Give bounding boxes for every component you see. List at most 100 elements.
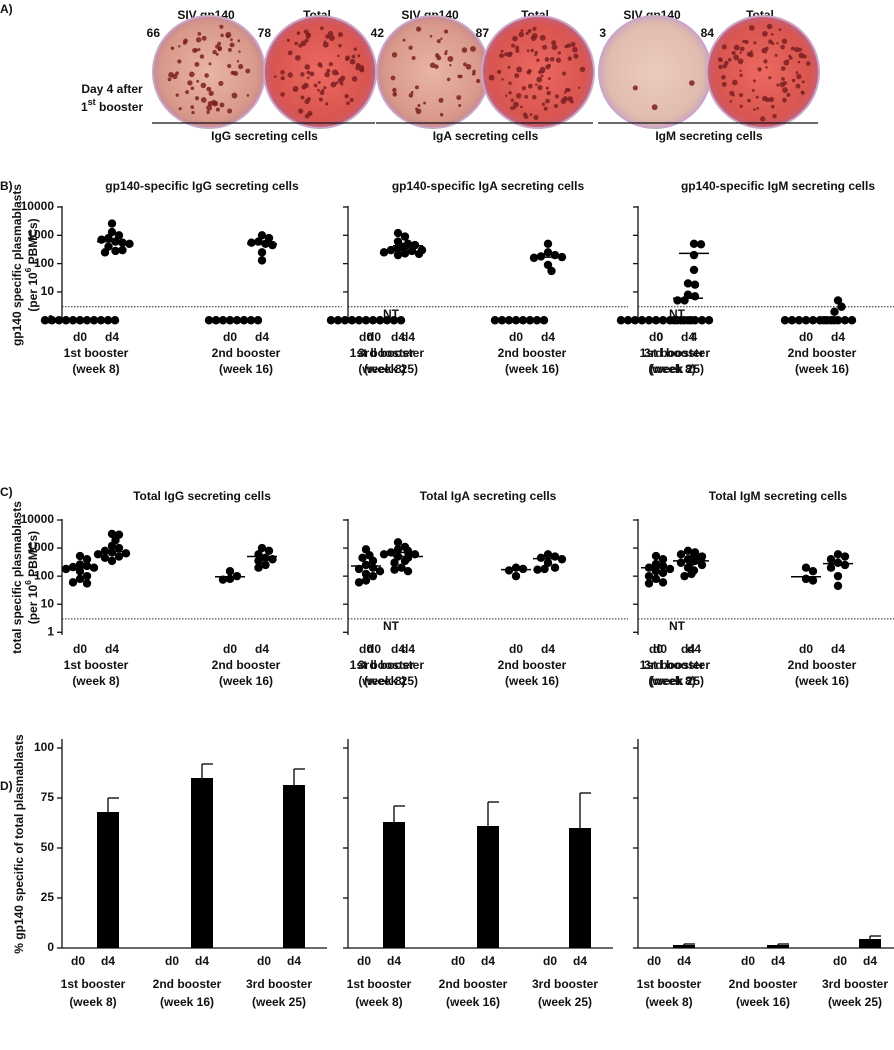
- spot: [795, 83, 801, 89]
- y-axis-label: gp140 specific plasmablasts: [10, 184, 24, 346]
- group-label: 3rd booster: [246, 977, 312, 991]
- data-point: [690, 292, 700, 301]
- data-point: [379, 248, 389, 257]
- spot: [429, 62, 436, 69]
- y-tick-label: 10000: [21, 512, 55, 526]
- spot: [292, 88, 296, 92]
- data-point: [833, 296, 843, 305]
- data-point: [82, 579, 92, 588]
- x-tick-label: d0: [257, 954, 271, 968]
- spot: [185, 90, 189, 94]
- spot: [408, 45, 413, 50]
- data-point: [539, 316, 549, 325]
- data-point: [396, 316, 406, 325]
- x-tick-label: d0: [367, 330, 381, 344]
- spot: [439, 113, 444, 117]
- data-point: [665, 564, 675, 574]
- group-note: (week 16): [446, 995, 500, 1009]
- data-point: [361, 569, 371, 579]
- x-tick-label: d4: [255, 330, 269, 344]
- chart-title: Total IgA secreting cells: [420, 489, 557, 503]
- x-tick-label: d0: [359, 642, 373, 656]
- data-point: [257, 248, 267, 257]
- x-tick-label: d4: [541, 642, 555, 656]
- spot: [542, 44, 548, 50]
- spot: [738, 92, 744, 98]
- data-point: [833, 581, 843, 591]
- spot: [227, 108, 233, 114]
- well: [706, 15, 820, 129]
- group-label: 1st booster: [350, 346, 415, 360]
- spot: [206, 104, 213, 111]
- group-note: (week 25): [538, 995, 592, 1009]
- spot: [178, 45, 181, 48]
- spot: [499, 53, 504, 59]
- spot: [536, 58, 540, 62]
- data-point: [690, 280, 700, 289]
- x-tick-label: d4: [401, 330, 415, 344]
- spot: [390, 75, 396, 81]
- data-point: [264, 546, 274, 555]
- spot: [191, 110, 195, 115]
- spot: [797, 60, 801, 64]
- spot: [551, 40, 557, 46]
- data-point: [397, 563, 406, 572]
- chart-title: gp140-specific IgG secreting cells: [105, 179, 299, 193]
- spot-count: 78: [258, 26, 272, 40]
- panel-label: D): [0, 779, 13, 793]
- data-point: [254, 556, 263, 566]
- spot: [470, 46, 476, 52]
- data-point: [218, 575, 228, 584]
- spot: [514, 73, 520, 79]
- y-tick-label: 10: [41, 284, 55, 298]
- spot: [231, 92, 238, 99]
- spot: [765, 97, 770, 103]
- data-point: [697, 316, 707, 325]
- spot: [323, 86, 327, 90]
- data-point: [833, 550, 843, 559]
- spot: [225, 31, 232, 38]
- group-note: (week 8): [72, 674, 119, 688]
- x-tick-label: d0: [73, 330, 87, 344]
- spot: [237, 39, 241, 43]
- y-tick-label: 25: [41, 890, 55, 904]
- spot: [790, 46, 795, 51]
- data-point: [680, 571, 689, 581]
- data-point: [400, 556, 410, 566]
- well-plate: [376, 15, 490, 129]
- bar: [283, 785, 305, 948]
- error-bar: [293, 768, 305, 785]
- spot: [349, 58, 356, 65]
- x-tick-label: d0: [741, 954, 755, 968]
- data-point: [118, 245, 127, 255]
- data-point: [533, 565, 542, 574]
- data-point: [82, 555, 92, 564]
- spot: [280, 92, 285, 97]
- group-note: (week 25): [650, 362, 704, 376]
- data-point: [375, 566, 385, 576]
- spot: [230, 70, 235, 75]
- x-tick-label: d4: [677, 954, 691, 968]
- spot: [227, 63, 232, 69]
- spot: [739, 46, 745, 52]
- spot: [410, 90, 414, 94]
- spot-count: 3: [599, 26, 606, 40]
- data-point: [414, 249, 424, 259]
- spot: [325, 102, 329, 106]
- data-point: [676, 316, 686, 325]
- spot: [744, 39, 749, 45]
- spot: [721, 44, 727, 50]
- spot: [577, 86, 581, 90]
- x-tick-label: d4: [831, 642, 845, 656]
- spot: [739, 51, 742, 54]
- spot: [193, 48, 198, 53]
- data-point: [114, 231, 124, 240]
- spot: [768, 76, 772, 80]
- group-note: (week 25): [364, 362, 418, 376]
- spot: [476, 78, 481, 84]
- spot: [512, 106, 516, 110]
- spot: [212, 100, 219, 107]
- spot: [572, 46, 578, 53]
- x-tick-label: d4: [287, 954, 301, 968]
- spot: [392, 87, 397, 93]
